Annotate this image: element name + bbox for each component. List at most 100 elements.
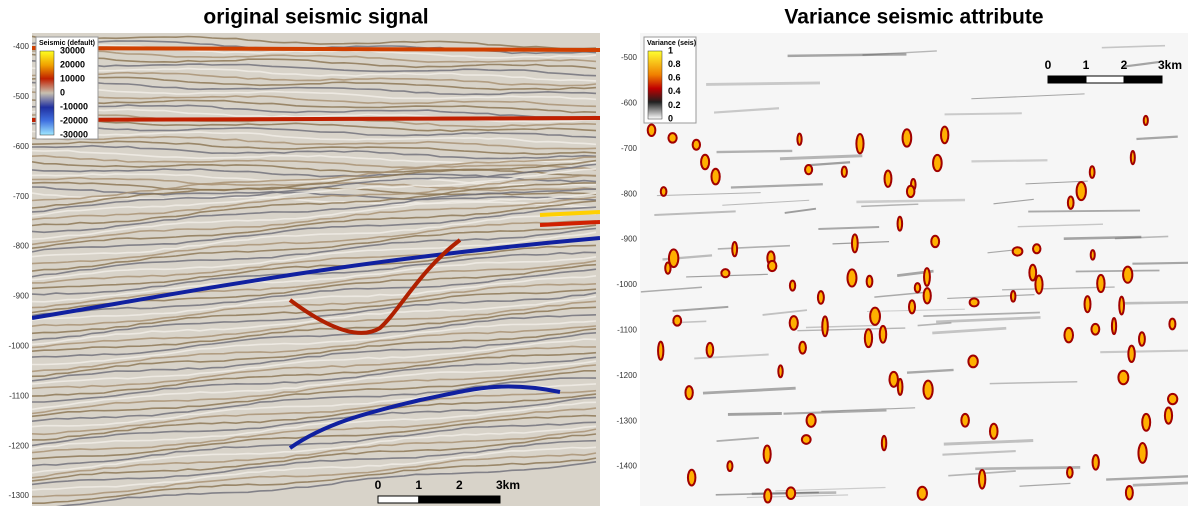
reflector: [32, 345, 597, 390]
legend-label: 1: [668, 45, 673, 55]
reflector: [32, 396, 597, 447]
variance-spot: [804, 164, 814, 176]
depth-tick-label: -1100: [617, 326, 637, 335]
reflector: [32, 174, 597, 221]
variance-spot: [1127, 344, 1136, 364]
reflector: [32, 356, 597, 403]
reflector: [32, 163, 597, 213]
legend-label: 0.4: [668, 86, 681, 96]
variance-spot: [1142, 114, 1149, 127]
reflector: [32, 140, 597, 156]
streak: [1019, 482, 1071, 487]
legend-label: 20000: [60, 59, 85, 69]
depth-tick-label: -1000: [9, 342, 30, 351]
depth-tick-label: -800: [13, 242, 30, 251]
reflector: [32, 428, 597, 479]
reflector: [32, 320, 597, 366]
reflector: [32, 300, 597, 349]
scale-label: 2: [456, 478, 463, 492]
streak: [1101, 44, 1166, 49]
variance-spot: [883, 169, 893, 188]
reflector: [32, 338, 597, 385]
streak: [762, 309, 808, 316]
variance-spot: [1110, 317, 1118, 336]
reflector: [539, 220, 600, 227]
reflector: [32, 351, 597, 397]
variance-spot: [664, 261, 672, 275]
variance-spot: [816, 290, 825, 305]
streak: [1025, 180, 1088, 185]
streak: [832, 240, 890, 245]
streak: [717, 244, 791, 250]
reflector: [32, 457, 597, 504]
reflector: [32, 244, 597, 290]
depth-tick-label: -700: [621, 144, 638, 153]
variance-spot: [1009, 289, 1017, 303]
streak: [656, 192, 761, 197]
variance-spot: [1075, 181, 1087, 202]
variance-spot: [880, 434, 888, 452]
variance-spot: [1088, 165, 1096, 179]
reflector: [32, 236, 600, 320]
streak: [818, 226, 880, 230]
reflector: [32, 389, 597, 436]
reflector: [32, 144, 597, 160]
reflector: [32, 130, 597, 146]
reflector: [32, 196, 597, 246]
variance-spot: [788, 279, 797, 292]
variance-spot: [916, 485, 928, 501]
reflector: [32, 325, 597, 373]
reflector: [32, 53, 597, 70]
variance-spot: [800, 434, 812, 445]
streak: [917, 322, 952, 327]
variance-spot: [726, 460, 734, 473]
variance-spot: [967, 354, 979, 369]
reflector: [32, 251, 597, 296]
reflector: [32, 332, 597, 382]
variance-spot: [865, 274, 874, 288]
scale-segment: [458, 495, 501, 504]
streak: [702, 386, 796, 395]
variance-spot: [1122, 265, 1134, 284]
variance-spot: [672, 314, 683, 327]
reflector: [32, 135, 597, 150]
streak: [807, 161, 851, 167]
streak: [1132, 261, 1188, 265]
scale-label: 1: [1083, 58, 1090, 72]
streak: [1121, 300, 1188, 305]
streak: [779, 154, 863, 161]
reflector: [32, 80, 597, 96]
variance-spot: [923, 267, 931, 287]
streak: [784, 207, 817, 214]
legend-label: 10000: [60, 73, 85, 83]
variance-spot: [1032, 243, 1042, 255]
color-bar: [39, 50, 55, 136]
variance-spot: [1118, 295, 1126, 316]
variance-spot: [1089, 249, 1096, 261]
variance-spot: [659, 186, 668, 197]
legend-label: -10000: [60, 101, 88, 111]
reflector: [288, 238, 462, 335]
reflector: [32, 200, 597, 249]
depth-tick-label: -1300: [9, 491, 30, 500]
reflector: [32, 220, 597, 265]
streak: [944, 112, 1022, 116]
streak: [1100, 349, 1188, 354]
reflector: [32, 224, 597, 272]
variance-spot: [785, 486, 797, 501]
depth-tick-label: -400: [13, 42, 30, 51]
legend-label: -30000: [60, 129, 88, 139]
legend-title: Variance (seis): [647, 40, 696, 47]
variance-spot: [977, 468, 987, 490]
variance-spot: [788, 315, 799, 331]
reflector: [32, 433, 597, 482]
variance-spot: [901, 128, 913, 148]
reflector: [32, 156, 597, 202]
reflector: [32, 407, 597, 454]
reflector: [32, 99, 597, 114]
scale-segment: [377, 495, 420, 504]
variance-spot: [1034, 274, 1044, 295]
depth-tick-label: -1300: [617, 416, 638, 425]
variance-spot: [796, 132, 803, 146]
